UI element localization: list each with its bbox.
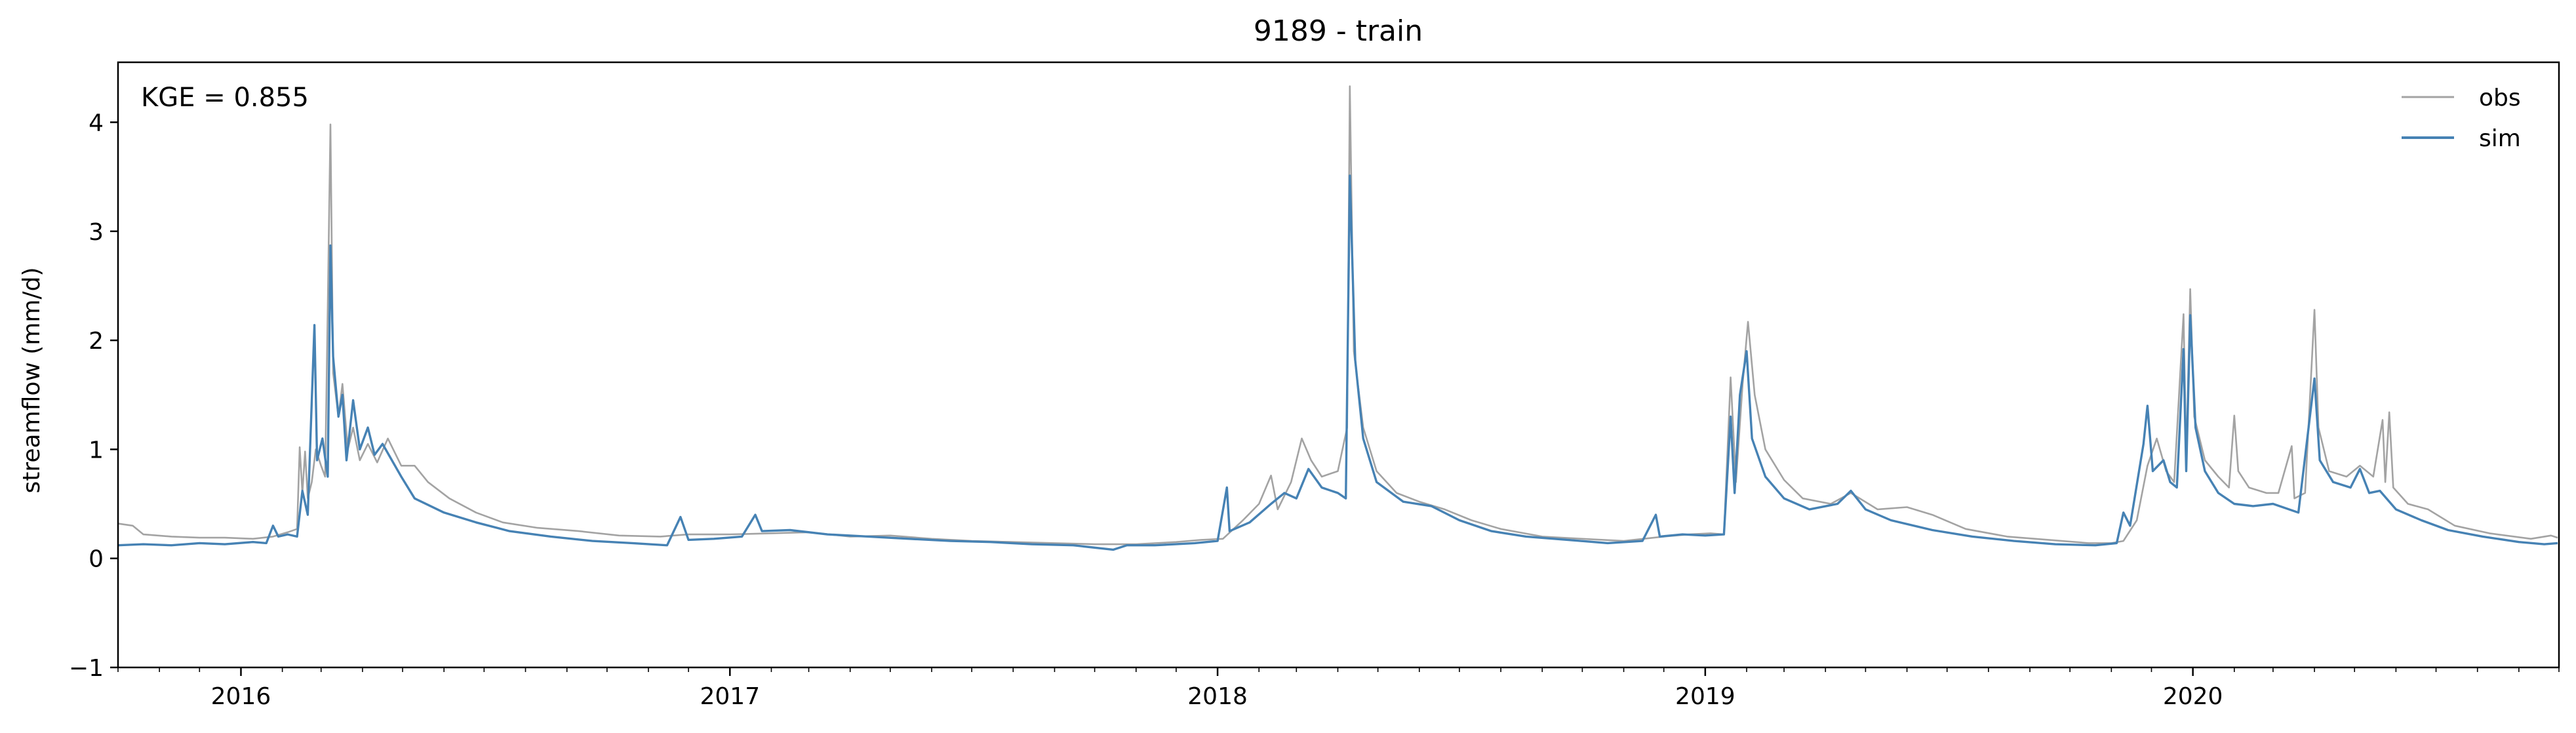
y-tick-label: 2 <box>89 328 104 355</box>
y-axis-label: streamflow (mm/d) <box>18 267 45 494</box>
plot-frame <box>117 61 2560 669</box>
x-axis: 2016 2017 2018 2019 2020 <box>117 667 2560 710</box>
x-tick-label: 2020 <box>2163 683 2223 710</box>
y-axis: −1 0 1 2 3 4 <box>69 109 118 682</box>
series-line-sim <box>118 174 2558 551</box>
series-line-obs <box>118 85 2558 545</box>
x-tick-label: 2018 <box>1187 683 1248 710</box>
y-tick-label: 3 <box>89 219 104 246</box>
y-tick-label: 4 <box>89 109 104 136</box>
series-layer <box>118 85 2558 551</box>
y-tick-label: −1 <box>69 655 104 682</box>
x-tick-label: 2016 <box>211 683 271 710</box>
legend-label-obs: obs <box>2479 85 2521 111</box>
kge-annotation: KGE = 0.855 <box>141 83 309 113</box>
x-tick-label: 2017 <box>700 683 760 710</box>
y-tick-label: 1 <box>89 437 104 464</box>
x-tick-label: 2019 <box>1675 683 1735 710</box>
chart-title: 9189 - train <box>1254 14 1423 48</box>
y-tick-label: 0 <box>89 546 104 573</box>
legend: obs sim <box>2402 85 2521 152</box>
legend-label-sim: sim <box>2479 125 2521 152</box>
